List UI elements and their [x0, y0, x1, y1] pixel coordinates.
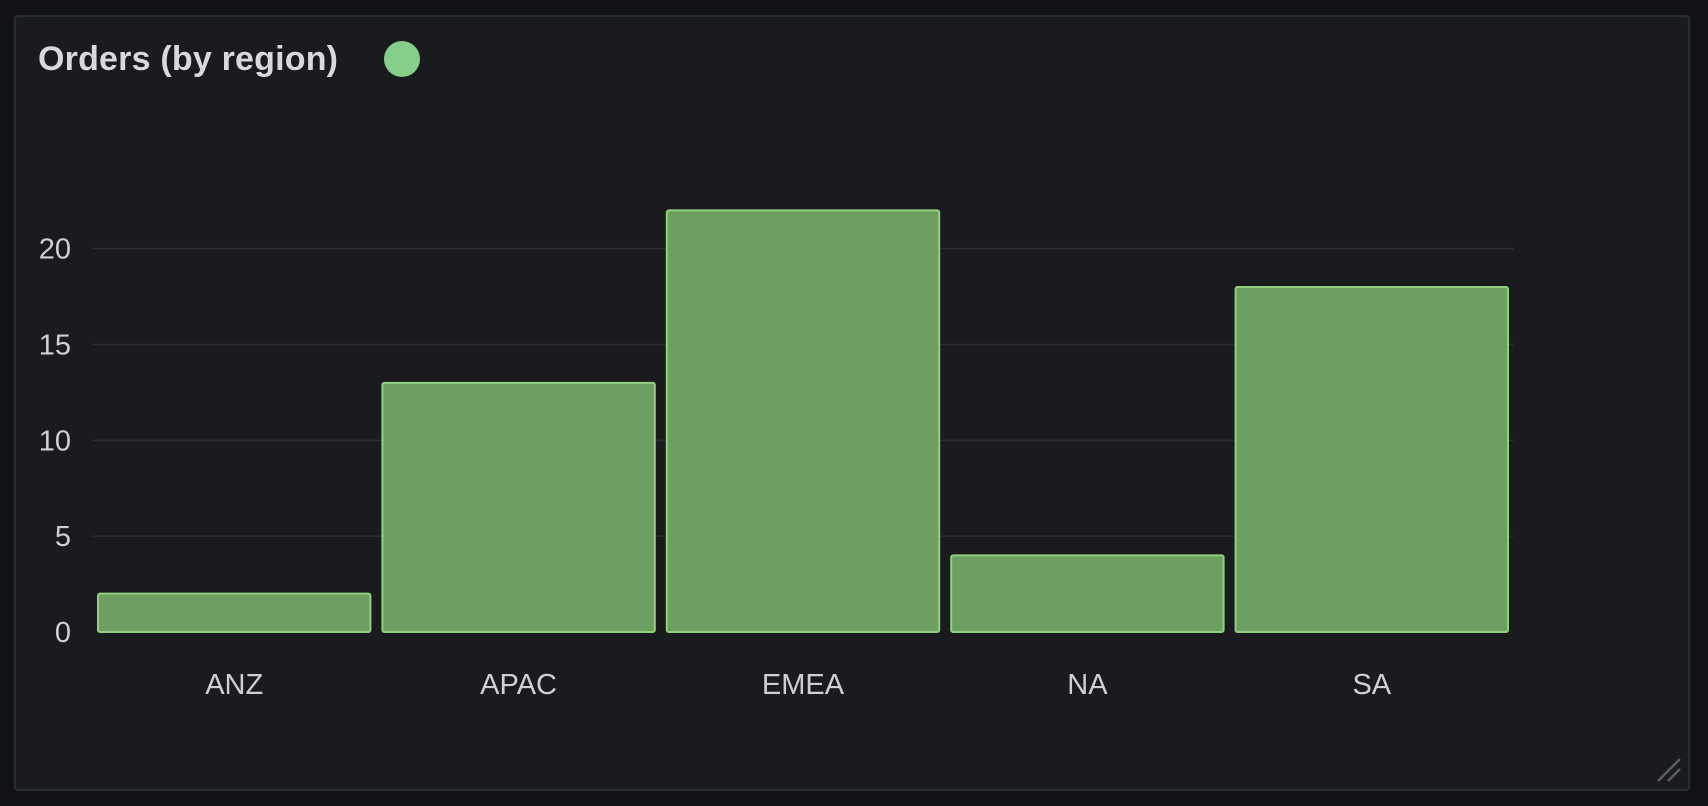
bar-chart: 0 5 10 15 20 ANZ APAC EMEA NA SA: [16, 17, 1692, 793]
x-axis-ticks: ANZ APAC EMEA NA SA: [205, 669, 1392, 701]
bar-apac[interactable]: [382, 383, 654, 632]
resize-handle-icon[interactable]: [1654, 755, 1682, 783]
x-tick-label-sa: SA: [1352, 669, 1391, 701]
y-axis-ticks: 0 5 10 15 20: [39, 234, 71, 649]
y-tick-label: 15: [39, 330, 71, 362]
bar-sa[interactable]: [1236, 287, 1508, 632]
bar-anz[interactable]: [98, 594, 370, 632]
x-tick-label-na: NA: [1067, 669, 1108, 701]
chart-panel: Orders (by region) 0 5 10 15 20 ANZ APAC EMEA N…: [14, 15, 1690, 791]
y-tick-label: 20: [39, 234, 71, 266]
bar-emea[interactable]: [667, 210, 939, 632]
x-tick-label-anz: ANZ: [205, 669, 263, 701]
y-tick-label: 0: [55, 617, 71, 649]
bar-na[interactable]: [951, 555, 1223, 632]
y-tick-label: 10: [39, 425, 71, 457]
x-tick-label-apac: APAC: [480, 669, 557, 701]
y-tick-label: 5: [55, 521, 71, 553]
bars: [98, 210, 1508, 632]
x-tick-label-emea: EMEA: [762, 669, 845, 701]
